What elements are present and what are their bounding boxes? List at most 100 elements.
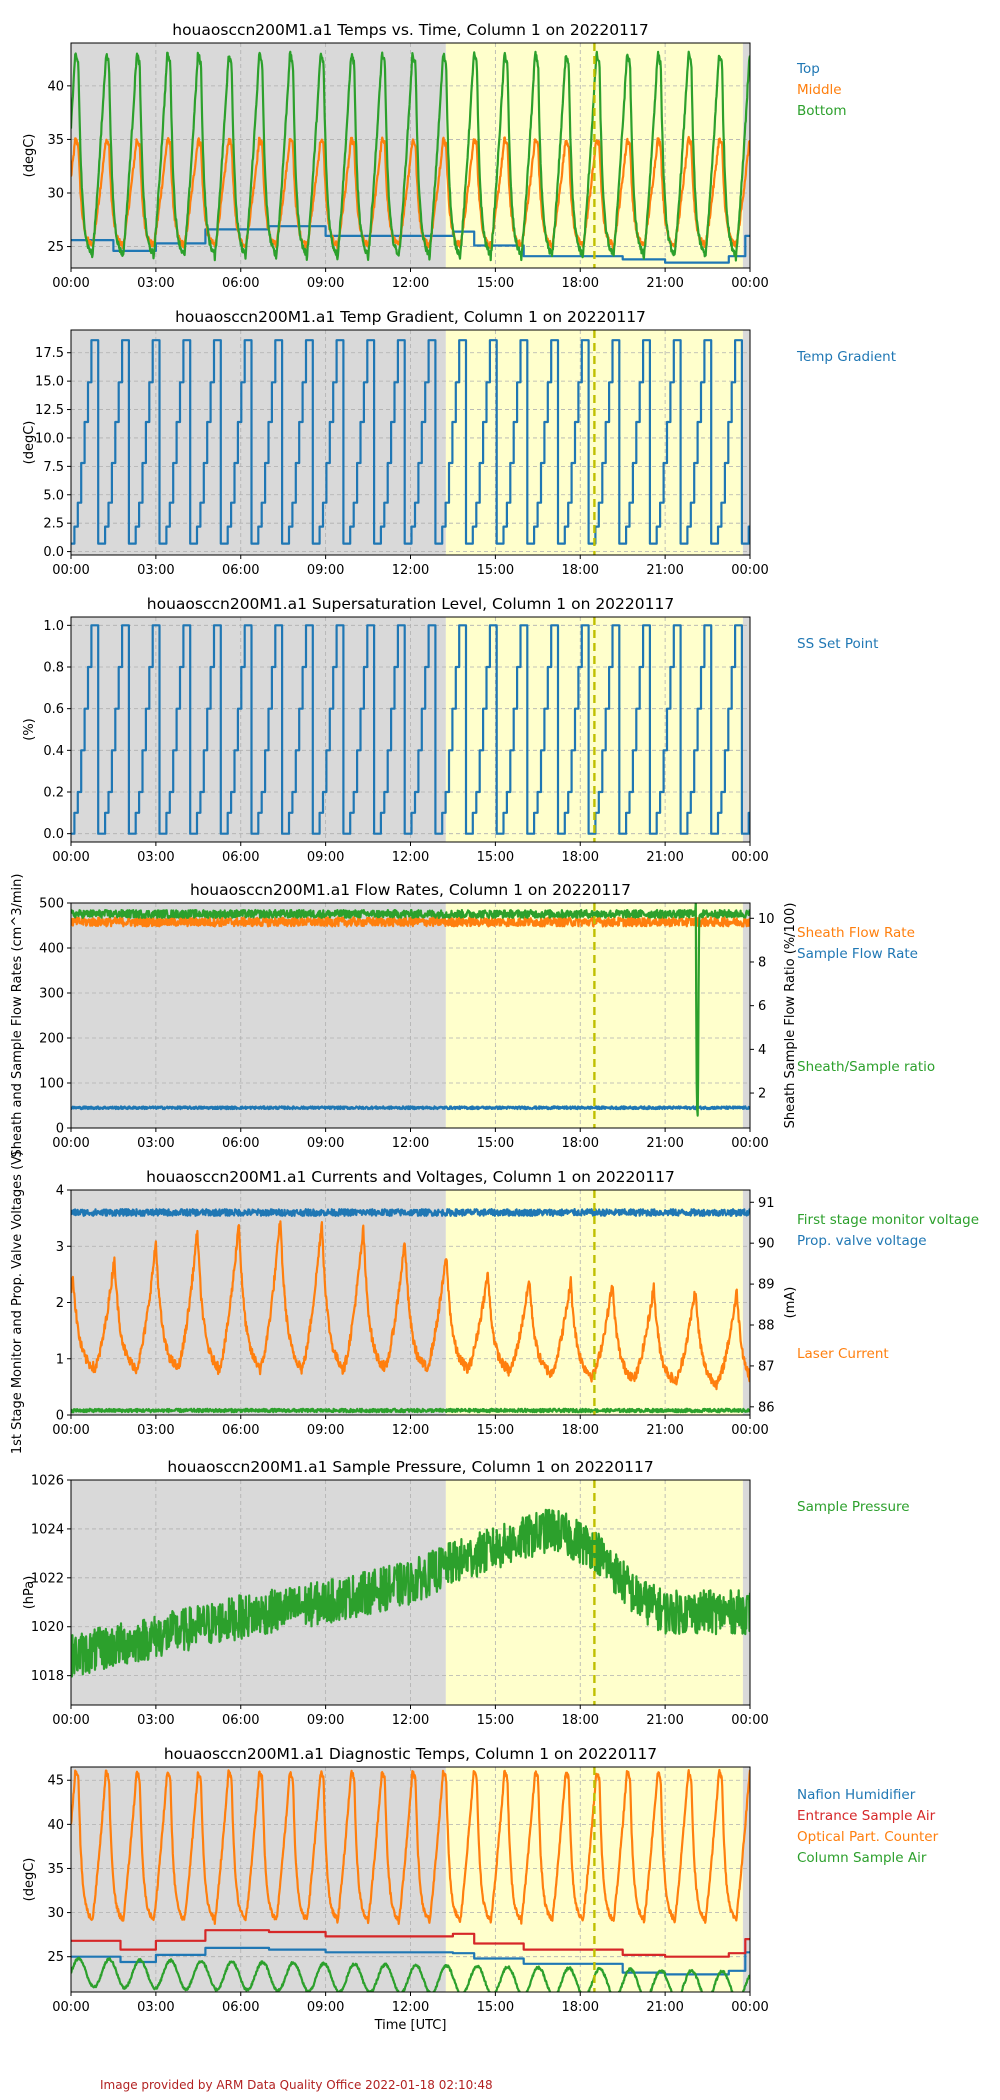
panel-5: 0 1 2 3 4 86 87 88 89 90 91 00:00 03:00 06:00 09:00 12:… [10, 1151, 979, 1454]
x-tick-label: 21:00 [646, 1713, 683, 1728]
series-line-1 [71, 1407, 750, 1414]
night-shading [71, 903, 446, 1128]
x-tick-label: 18:00 [562, 2000, 599, 2015]
y-tick-label: 0 [56, 1409, 64, 1424]
x-tick-label: 09:00 [307, 2000, 344, 2015]
x-tick-label: 06:00 [222, 2000, 259, 2015]
series-line-1 [71, 624, 750, 835]
legend-entry: SS Set Point [797, 636, 878, 652]
y-tick-label: 100 [39, 1077, 64, 1092]
y-tick-label: 3 [56, 1240, 64, 1255]
y-axis-label: 1st Stage Monitor and Prop. Valve Voltag… [10, 1151, 25, 1454]
x-tick-label: 00:00 [52, 850, 89, 865]
y-tick-label: 4 [56, 1184, 64, 1199]
x-tick-label: 18:00 [562, 1423, 599, 1438]
y-tick-label: 0.6 [43, 702, 64, 717]
y-tick-label: 7.5 [43, 460, 64, 475]
y-tick-label: 300 [39, 987, 64, 1002]
y-tick-label: 0.8 [43, 661, 64, 676]
y-axis-label: Sheath and Sample Flow Rates (cm^3/min) [10, 874, 25, 1158]
x-tick-label: 12:00 [392, 1423, 429, 1438]
legend-entry: Prop. valve voltage [797, 1233, 927, 1249]
y-tick-label: 2.5 [43, 517, 64, 532]
x-tick-label: 00:00 [52, 276, 89, 291]
x-tick-label: 00:00 [731, 1136, 768, 1151]
x-tick-label: 03:00 [137, 850, 174, 865]
y2-tick-label: 2 [758, 1087, 766, 1102]
legend-entry: Column Sample Air [797, 1850, 927, 1866]
series-line-1 [71, 1508, 750, 1678]
x-tick-label: 00:00 [731, 563, 768, 578]
x-tick-label: 15:00 [477, 563, 514, 578]
x-tick-label: 00:00 [52, 563, 89, 578]
x-tick-label: 00:00 [731, 2000, 768, 2015]
y-tick-label: 1 [56, 1352, 64, 1367]
night-shading [742, 617, 750, 842]
x-tick-label: 15:00 [477, 1713, 514, 1728]
chart-title: houaosccn200M1.a1 Diagnostic Temps, Colu… [164, 1745, 657, 1763]
x-tick-label: 06:00 [222, 850, 259, 865]
panel-1: 25 30 35 40 00:00 03:00 06:00 09:00 12:00 15:00 18… [22, 21, 847, 291]
series-line-1 [71, 339, 750, 545]
x-tick-label: 00:00 [731, 1713, 768, 1728]
x-tick-label: 12:00 [392, 2000, 429, 2015]
legend-entry: Optical Part. Counter [797, 1829, 939, 1845]
x-tick-label: 06:00 [222, 1713, 259, 1728]
y-axis-label: (degC) [22, 1858, 37, 1902]
x-tick-label: 18:00 [562, 276, 599, 291]
x-tick-label: 09:00 [307, 276, 344, 291]
x-tick-label: 00:00 [52, 1423, 89, 1438]
x-tick-label: 00:00 [52, 2000, 89, 2015]
y-tick-label: 0 [56, 1122, 64, 1137]
x-tick-label: 18:00 [562, 1713, 599, 1728]
panel-3: 0.0 0.2 0.4 0.6 0.8 1.0 00:00 03:00 06:00 09:00 12… [22, 595, 878, 865]
chart-title: houaosccn200M1.a1 Flow Rates, Column 1 o… [190, 881, 631, 899]
series-line-4 [71, 1956, 750, 1992]
y-tick-label: 10.0 [35, 431, 64, 446]
panel-2: 0.0 2.5 5.0 7.5 10.0 12.5 15.0 17.5 00:00 03:00 06… [22, 308, 896, 578]
y-tick-label: 0.0 [43, 545, 64, 560]
night-shading [742, 1767, 750, 1992]
x-tick-label: 03:00 [137, 563, 174, 578]
y-tick-label: 0.2 [43, 786, 64, 801]
legend-entry: Sheath Flow Rate [797, 925, 915, 941]
x-tick-label: 18:00 [562, 1136, 599, 1151]
y2-tick-label: 4 [758, 1043, 766, 1058]
chart-title: houaosccn200M1.a1 Currents and Voltages,… [146, 1168, 675, 1186]
y2-axis-label: Sheath Sample Flow Ratio (%/100) [783, 903, 798, 1129]
series-line-2 [71, 1105, 750, 1111]
y-axis-label: (degC) [22, 134, 37, 178]
y-tick-label: 12.5 [35, 403, 64, 418]
y-tick-label: 17.5 [35, 346, 64, 361]
y2-tick-label: 89 [758, 1278, 775, 1293]
x-tick-label: 09:00 [307, 850, 344, 865]
credit-text: Image provided by ARM Data Quality Offic… [100, 2078, 493, 2092]
x-tick-label: 09:00 [307, 1713, 344, 1728]
series-line-3 [71, 1768, 750, 1925]
y-tick-label: 500 [39, 897, 64, 912]
legend-entry: Sample Flow Rate [797, 946, 918, 962]
x-tick-label: 06:00 [222, 1136, 259, 1151]
y-tick-label: 1024 [31, 1522, 64, 1537]
x-tick-label: 00:00 [731, 276, 768, 291]
x-tick-label: 00:00 [52, 1136, 89, 1151]
y-tick-label: 45 [47, 1774, 64, 1789]
y2-axis-label: (mA) [783, 1287, 798, 1319]
chart-title: houaosccn200M1.a1 Temp Gradient, Column … [175, 308, 646, 326]
y-axis-label: (%) [22, 718, 37, 741]
x-tick-label: 15:00 [477, 276, 514, 291]
x-tick-label: 15:00 [477, 850, 514, 865]
y-tick-label: 1022 [31, 1571, 64, 1586]
x-tick-label: 21:00 [646, 1423, 683, 1438]
y2-tick-label: 91 [758, 1196, 775, 1211]
y2-tick-label: 88 [758, 1319, 775, 1334]
panel-6: 1018 1020 1022 1024 1026 00:00 03:00 06:00 09:00… [22, 1458, 910, 1728]
x-tick-label: 06:00 [222, 563, 259, 578]
x-tick-label: 15:00 [477, 1423, 514, 1438]
x-tick-label: 12:00 [392, 1713, 429, 1728]
y2-tick-label: 6 [758, 999, 766, 1014]
night-shading [71, 1190, 446, 1415]
y-axis-label: (hPa) [22, 1576, 37, 1610]
legend-entry: Entrance Sample Air [797, 1808, 936, 1824]
